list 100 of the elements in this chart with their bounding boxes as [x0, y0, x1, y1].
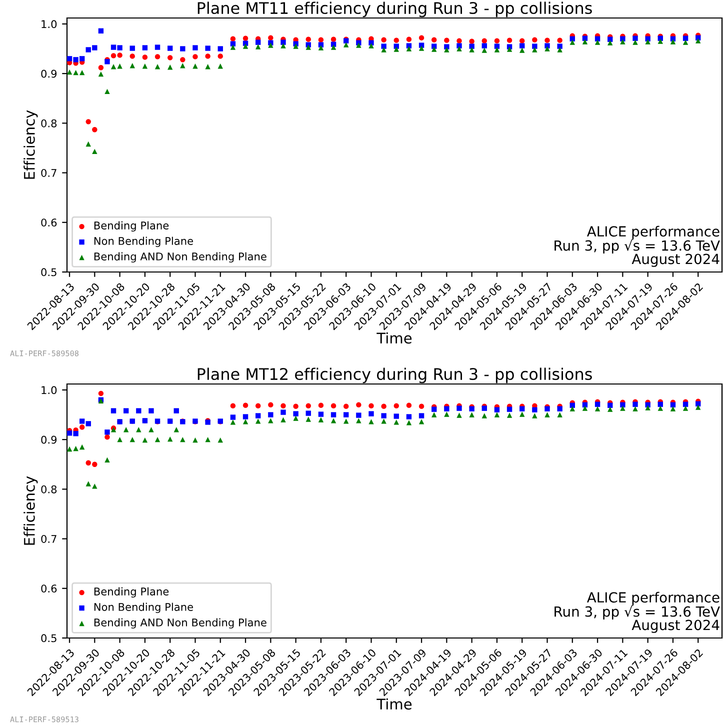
point [86, 421, 91, 426]
point [356, 402, 362, 408]
point [330, 418, 336, 424]
point [306, 410, 311, 416]
point [469, 412, 474, 418]
point [268, 418, 274, 424]
point [255, 40, 261, 45]
point [280, 417, 286, 422]
point [532, 37, 538, 42]
point [368, 419, 374, 424]
point [255, 418, 261, 424]
point [242, 44, 248, 49]
point [280, 403, 286, 408]
point [73, 70, 78, 76]
point [394, 403, 399, 408]
point [570, 406, 575, 412]
point [79, 424, 85, 430]
legend-label: Bending Plane [94, 221, 169, 232]
point [594, 406, 600, 412]
point [117, 64, 122, 69]
point [381, 404, 386, 409]
point [544, 46, 550, 52]
point [544, 412, 550, 418]
point [418, 46, 424, 51]
point [418, 419, 424, 424]
point [469, 44, 474, 49]
point [494, 44, 500, 49]
point [670, 402, 676, 408]
point [318, 37, 324, 42]
point [368, 403, 374, 408]
point [218, 46, 223, 52]
point [456, 406, 462, 411]
point [205, 46, 210, 51]
point [356, 42, 362, 48]
point [142, 54, 148, 60]
point [92, 148, 98, 154]
point [658, 38, 663, 44]
point [632, 40, 638, 45]
x-axis-title: Time [376, 332, 412, 344]
point [682, 36, 688, 41]
point [92, 127, 98, 132]
point [104, 430, 110, 435]
point [381, 418, 386, 424]
point [230, 44, 236, 50]
point [557, 47, 562, 52]
point [608, 40, 613, 46]
point [432, 412, 437, 418]
point [130, 46, 135, 51]
point [268, 42, 274, 48]
point [696, 401, 701, 406]
point [192, 54, 198, 60]
point [318, 417, 324, 422]
point [432, 406, 437, 412]
point [130, 436, 135, 442]
point [418, 413, 424, 418]
point [456, 38, 462, 44]
point [67, 69, 72, 75]
point [482, 38, 487, 44]
point [394, 414, 399, 419]
point [506, 406, 512, 412]
point [268, 412, 274, 418]
point [148, 408, 154, 414]
point [381, 44, 386, 49]
point [293, 416, 298, 421]
point [205, 64, 210, 70]
point [330, 44, 336, 50]
point [104, 88, 110, 94]
point [620, 39, 626, 44]
point [230, 414, 236, 420]
point [192, 437, 198, 443]
point [520, 406, 525, 412]
point [242, 402, 248, 408]
point [117, 45, 122, 50]
point [280, 410, 286, 415]
point [544, 38, 550, 43]
point [344, 412, 349, 418]
point [532, 47, 538, 52]
point [230, 36, 236, 42]
point [368, 43, 374, 48]
point [73, 446, 78, 452]
point [98, 390, 104, 396]
point [582, 39, 588, 44]
point [394, 420, 399, 425]
point [79, 70, 85, 76]
point [381, 47, 386, 52]
point [344, 404, 349, 409]
point [123, 427, 129, 432]
point [92, 484, 98, 489]
y-tick-label: 0.6 [41, 584, 57, 593]
point [148, 427, 154, 432]
point [658, 406, 663, 411]
point [608, 406, 613, 412]
point [469, 47, 474, 52]
point [444, 47, 450, 52]
point [67, 446, 72, 452]
point [469, 38, 474, 44]
point [520, 412, 525, 417]
point [230, 403, 236, 408]
point [67, 430, 72, 436]
point [632, 402, 638, 407]
